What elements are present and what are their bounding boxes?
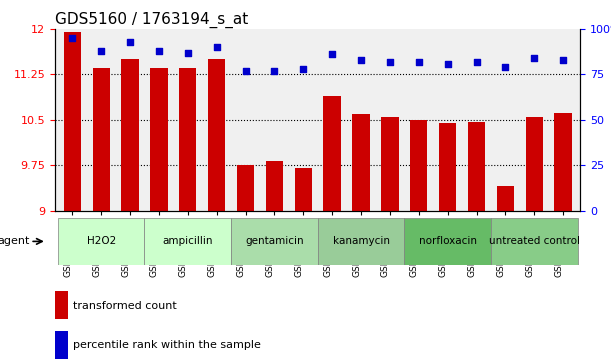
Text: norfloxacin: norfloxacin <box>419 236 477 246</box>
Bar <box>554 113 572 211</box>
FancyBboxPatch shape <box>231 218 318 265</box>
Point <box>385 59 395 65</box>
Point <box>241 68 251 74</box>
Bar <box>122 59 139 211</box>
Bar <box>266 161 283 211</box>
Text: percentile rank within the sample: percentile rank within the sample <box>73 340 262 350</box>
Bar <box>439 123 456 211</box>
Text: kanamycin: kanamycin <box>332 236 390 246</box>
Bar <box>381 117 398 211</box>
Bar <box>295 168 312 211</box>
Point <box>356 57 366 63</box>
Bar <box>64 32 81 211</box>
Point <box>125 39 135 45</box>
Bar <box>468 122 485 211</box>
Text: gentamicin: gentamicin <box>245 236 304 246</box>
FancyBboxPatch shape <box>491 218 577 265</box>
FancyBboxPatch shape <box>404 218 491 265</box>
Bar <box>150 68 167 211</box>
Point <box>212 44 222 50</box>
Point <box>472 59 481 65</box>
Point <box>327 52 337 57</box>
Point <box>269 68 279 74</box>
Text: ampicillin: ampicillin <box>163 236 213 246</box>
Bar <box>237 165 254 211</box>
Bar <box>55 291 68 319</box>
Point <box>443 61 453 66</box>
Bar <box>497 186 514 211</box>
FancyBboxPatch shape <box>144 218 231 265</box>
Point <box>529 55 539 61</box>
Text: H2O2: H2O2 <box>87 236 116 246</box>
Bar <box>92 68 110 211</box>
FancyBboxPatch shape <box>318 218 404 265</box>
Bar <box>353 114 370 211</box>
Bar <box>179 68 197 211</box>
Point <box>298 66 308 72</box>
Point <box>154 48 164 54</box>
Point <box>67 35 77 41</box>
Text: untreated control: untreated control <box>489 236 580 246</box>
Point <box>558 57 568 63</box>
Bar <box>323 95 341 211</box>
Text: GDS5160 / 1763194_s_at: GDS5160 / 1763194_s_at <box>55 12 248 28</box>
FancyBboxPatch shape <box>58 218 144 265</box>
Point <box>183 50 192 56</box>
Text: agent: agent <box>0 236 30 246</box>
Point <box>414 59 423 65</box>
Bar <box>55 331 68 359</box>
Point <box>97 48 106 54</box>
Bar <box>410 120 428 211</box>
Point <box>500 64 510 70</box>
Bar <box>208 59 225 211</box>
Bar <box>525 117 543 211</box>
Text: transformed count: transformed count <box>73 301 177 310</box>
